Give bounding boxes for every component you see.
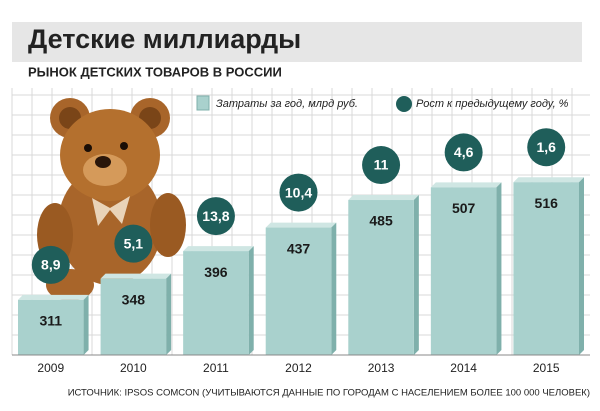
bar-top <box>183 246 254 252</box>
bar-top <box>348 195 419 201</box>
growth-marker <box>114 224 153 263</box>
bar-top <box>18 294 89 300</box>
bar <box>100 278 167 355</box>
title-band <box>12 22 582 62</box>
plot: Затраты за год, млрд руб. Рост к предыдущ… <box>12 95 590 375</box>
data-label: 437 <box>287 240 311 256</box>
source-note: ИСТОЧНИК: IPSOS COMCON (УЧИТЫВАЮТСЯ ДАНН… <box>68 388 590 399</box>
bar-side <box>166 273 172 355</box>
growth-label: 10,4 <box>285 184 312 200</box>
legend-label: Рост к предыдущему году, % <box>416 98 569 110</box>
data-label: 396 <box>204 264 228 280</box>
growth-label: 5,1 <box>124 235 144 251</box>
legend: Затраты за год, млрд руб. Рост к предыдущ… <box>196 95 569 112</box>
bar-side <box>331 222 337 355</box>
growth-marker <box>362 146 401 185</box>
legend-swatch <box>196 95 210 111</box>
growth-label: 13,8 <box>202 208 229 224</box>
bar <box>348 200 414 355</box>
growth-label: 11 <box>374 157 389 173</box>
x-tick-label: 2013 <box>368 361 395 375</box>
bar-top <box>513 177 584 183</box>
chart-title: Детские миллиарды <box>28 24 301 54</box>
growth-label: 4,6 <box>454 144 474 160</box>
data-label: 485 <box>369 213 393 229</box>
bar-top <box>265 222 337 228</box>
growth-label: 8,9 <box>41 257 61 273</box>
growth-marker <box>196 197 235 236</box>
growth-label: 1,6 <box>536 139 556 155</box>
x-tick-label: 2014 <box>450 361 477 375</box>
x-tick-label: 2015 <box>533 361 560 375</box>
bar <box>265 227 332 355</box>
bar-side <box>579 177 584 355</box>
bar-top <box>100 273 172 279</box>
growth-marker <box>444 133 483 172</box>
data-label: 516 <box>535 195 559 211</box>
bar-side <box>496 182 502 355</box>
bar-top <box>430 182 502 188</box>
x-tick-label: 2010 <box>120 361 147 375</box>
growth-marker <box>527 128 566 167</box>
data-label: 507 <box>452 200 476 216</box>
bar-side <box>248 246 254 355</box>
x-tick-label: 2011 <box>203 361 229 375</box>
x-tick-label: 2009 <box>37 361 64 375</box>
legend-swatch <box>396 96 412 112</box>
bar <box>183 251 249 355</box>
chart-subtitle: РЫНОК ДЕТСКИХ ТОВАРОВ В РОССИИ <box>28 64 282 79</box>
bar <box>513 182 579 355</box>
legend-label: Затраты за год, млрд руб. <box>216 98 358 110</box>
bar <box>18 299 84 355</box>
data-label: 311 <box>39 313 62 329</box>
growth-marker <box>279 173 318 212</box>
growth-marker <box>31 245 70 284</box>
bar-side <box>83 294 89 355</box>
data-label: 348 <box>122 291 146 307</box>
x-tick-label: 2012 <box>285 361 312 375</box>
bar-side <box>413 195 419 355</box>
bar <box>430 187 497 355</box>
